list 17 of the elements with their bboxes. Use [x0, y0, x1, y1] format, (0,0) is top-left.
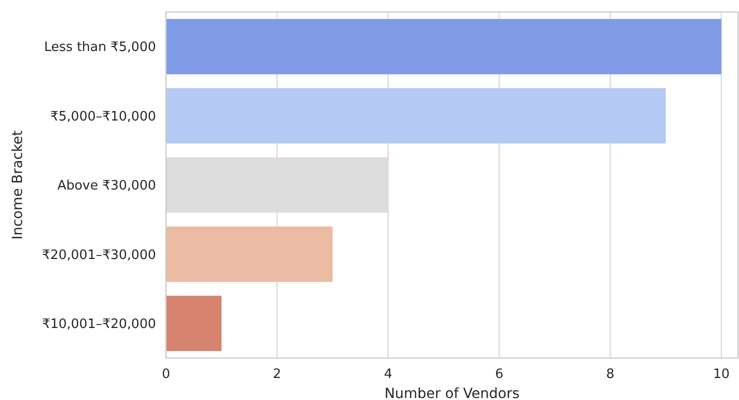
bar: [166, 226, 333, 282]
y-tick-label: ₹10,001–₹20,000: [42, 316, 156, 332]
x-tick-label: 8: [606, 367, 614, 382]
bar: [166, 88, 666, 144]
x-tick-label: 6: [495, 367, 504, 382]
x-axis-title: Number of Vendors: [384, 386, 520, 400]
y-tick-label: Less than ₹5,000: [44, 40, 156, 56]
y-tick-label: Above ₹30,000: [57, 178, 156, 194]
x-tick-label: 4: [384, 367, 392, 382]
x-tick-label: 2: [272, 367, 282, 382]
x-tick-label: 10: [713, 367, 730, 382]
y-tick-label: ₹5,000–₹10,000: [50, 109, 156, 124]
bar: [166, 18, 722, 74]
bar: [166, 296, 222, 352]
x-tick-label: 0: [162, 367, 170, 382]
y-tick-label: ₹20,001–₹30,000: [42, 248, 156, 263]
y-axis-title: Income Bracket: [10, 130, 26, 240]
